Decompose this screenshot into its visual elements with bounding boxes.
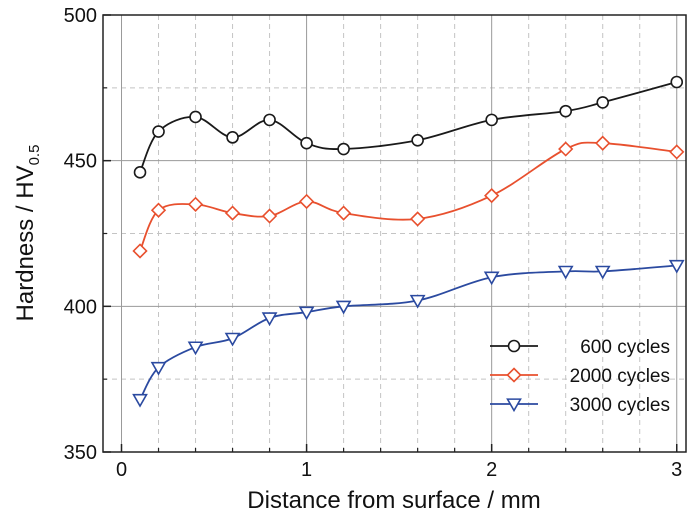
data-point-circle [596, 96, 610, 109]
x-tick-label: 3 [671, 459, 682, 481]
data-point-circle [670, 75, 684, 89]
data-point-circle [300, 136, 313, 150]
data-point-triangle [150, 361, 167, 376]
x-tick-label: 2 [486, 459, 497, 481]
y-tick-label: 500 [64, 5, 97, 27]
data-point-circle [485, 113, 498, 127]
y-tick-label: 450 [64, 151, 97, 173]
data-point-triangle [668, 259, 685, 274]
data-point-triangle [409, 294, 426, 309]
legend-label: 3000 cycles [570, 395, 670, 416]
data-point-triangle [335, 300, 352, 315]
legend-item: 2000 cycles [490, 366, 670, 387]
y-axis-title: Hardness / HV0.5 [12, 145, 43, 322]
series-line [139, 141, 677, 252]
data-point-triangle [298, 306, 315, 321]
data-point-diamond [298, 193, 315, 210]
x-axis-title: Distance from surface / mm [247, 487, 540, 514]
legend-marker-triangle [506, 398, 522, 413]
series-layer [132, 75, 685, 408]
x-tick-label: 0 [116, 459, 127, 481]
data-point-circle [152, 125, 165, 138]
data-point-diamond [669, 144, 685, 160]
series-2 [132, 135, 685, 259]
series-line [139, 81, 677, 173]
data-point-diamond [558, 141, 574, 157]
data-point-circle [411, 133, 424, 147]
data-point-diamond [484, 187, 500, 204]
data-point-circle [559, 104, 572, 118]
data-point-circle [337, 142, 350, 156]
y-axis-title-base: Hardness / HV [12, 165, 39, 321]
data-point-diamond [261, 208, 278, 224]
data-point-triangle [557, 265, 574, 280]
data-point-diamond [187, 196, 204, 212]
data-point-triangle [187, 341, 204, 356]
series-1 [133, 75, 684, 179]
data-point-circle [133, 166, 147, 179]
legend-item: 600 cycles [490, 337, 670, 358]
data-point-circle [226, 131, 239, 144]
data-point-diamond [132, 243, 148, 259]
data-point-diamond [410, 211, 426, 227]
data-point-triangle [224, 332, 241, 347]
data-point-triangle [483, 271, 500, 286]
y-tick-label: 350 [64, 442, 97, 464]
legend-marker-circle [507, 339, 521, 353]
data-point-diamond [224, 205, 241, 221]
y-tick-label: 400 [64, 296, 97, 318]
data-point-diamond [595, 135, 611, 151]
data-point-triangle [132, 393, 148, 408]
data-point-circle [263, 113, 276, 127]
data-point-circle [189, 110, 202, 124]
legend-label: 2000 cycles [570, 366, 670, 387]
x-tick-label: 1 [301, 459, 312, 481]
data-point-diamond [335, 205, 352, 221]
axis-ticks: 0 1 2 3 350 400 450 500 [64, 5, 683, 481]
legend-marker-diamond [506, 367, 522, 383]
data-point-diamond [150, 202, 167, 218]
legend-label: 600 cycles [580, 337, 670, 358]
data-point-triangle [594, 265, 611, 280]
series-3 [132, 259, 685, 408]
data-point-triangle [261, 312, 278, 327]
legend: 600 cycles 2000 cycles 3000 cycles [490, 337, 670, 416]
legend-item: 3000 cycles [490, 395, 670, 416]
y-axis-title-subscript: 0.5 [26, 145, 43, 166]
